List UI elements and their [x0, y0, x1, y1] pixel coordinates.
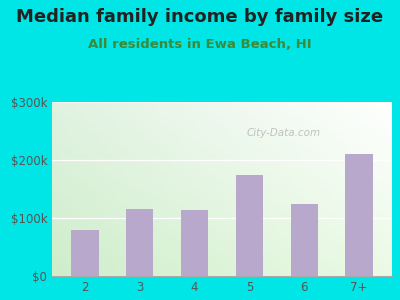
Bar [345, 154, 373, 276]
Bar [290, 203, 318, 276]
Text: Median family income by family size: Median family income by family size [16, 8, 384, 26]
Bar [181, 211, 208, 276]
Bar [236, 175, 263, 276]
Bar [71, 230, 99, 276]
Text: All residents in Ewa Beach, HI: All residents in Ewa Beach, HI [88, 38, 312, 50]
Text: City-Data.com: City-Data.com [246, 128, 320, 138]
Bar [126, 209, 154, 276]
